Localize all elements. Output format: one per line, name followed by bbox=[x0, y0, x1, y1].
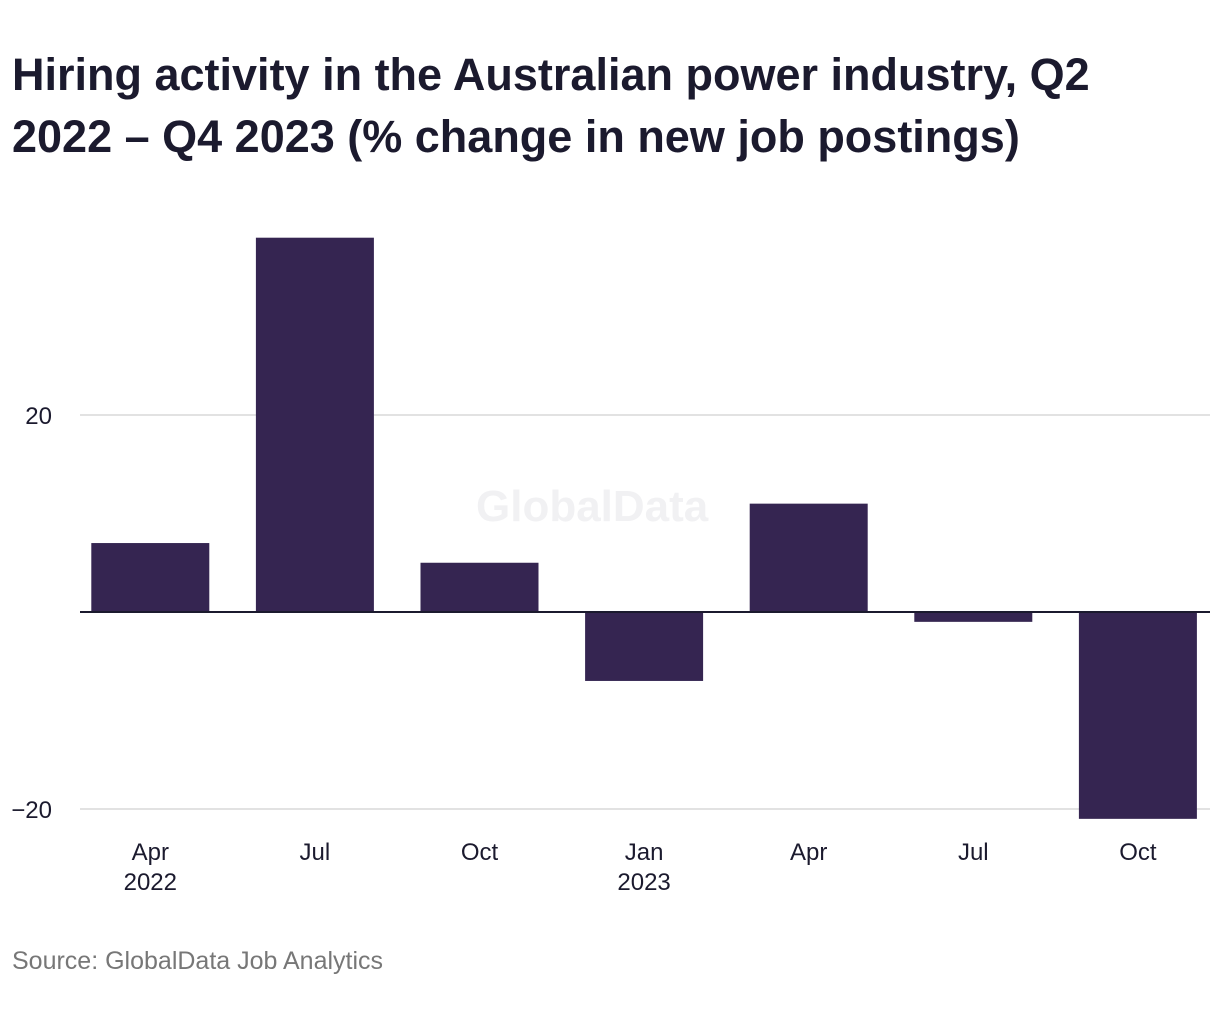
x-axis-ticks: Apr 2022 Jul Oct Jan 2023 Apr Jul Oct bbox=[124, 839, 1157, 896]
y-tick-label: −20 bbox=[11, 797, 52, 824]
x-tick-label: Oct bbox=[461, 839, 499, 866]
x-tick-label: Apr bbox=[132, 839, 169, 866]
x-tick-label: Jul bbox=[958, 839, 989, 866]
bar-q3-2023 bbox=[914, 612, 1033, 622]
y-tick-label: 20 bbox=[25, 403, 52, 430]
bar-q3-2022 bbox=[255, 237, 374, 612]
source-note: Source: GlobalData Job Analytics bbox=[12, 947, 384, 975]
bar-q2-2022 bbox=[91, 543, 210, 612]
x-tick-label: Apr bbox=[790, 839, 827, 866]
chart-title: Hiring activity in the Australian power … bbox=[12, 49, 1090, 162]
x-tick-label: 2023 bbox=[617, 869, 670, 896]
x-tick-label: Jul bbox=[300, 839, 331, 866]
x-tick-label: 2022 bbox=[124, 869, 177, 896]
y-axis-ticks: 20 −20 bbox=[11, 403, 52, 824]
x-tick-label: Jan bbox=[625, 839, 664, 866]
bar-q1-2023 bbox=[585, 612, 704, 681]
bar-q2-2023 bbox=[749, 503, 868, 612]
bar-q4-2023 bbox=[1078, 612, 1197, 819]
bars bbox=[91, 237, 1197, 819]
x-tick-label: Oct bbox=[1119, 839, 1157, 866]
bar-q4-2022 bbox=[420, 562, 539, 612]
